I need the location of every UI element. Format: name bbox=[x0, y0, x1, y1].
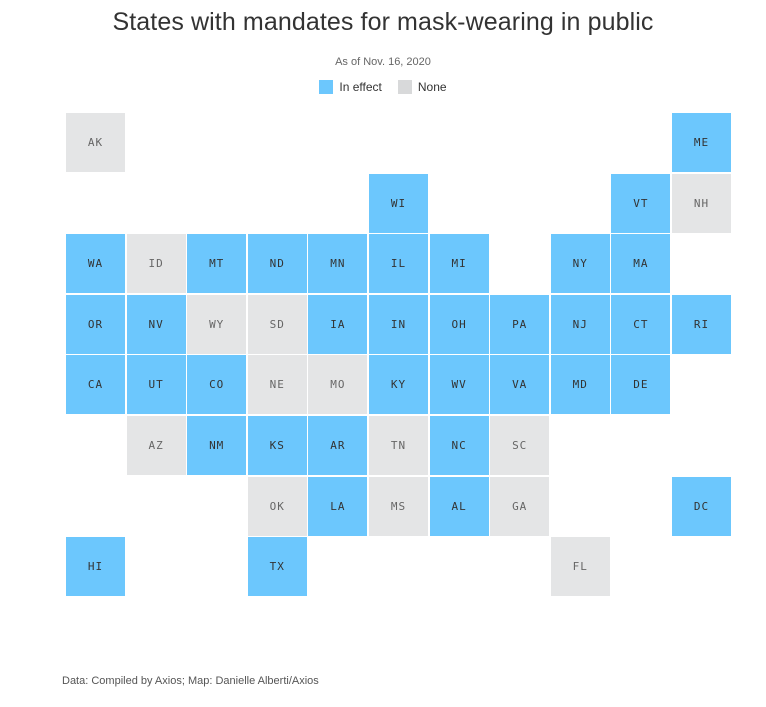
state-tile-az: AZ bbox=[126, 416, 186, 475]
legend-label-in-effect: In effect bbox=[339, 80, 382, 94]
state-tile-al: AL bbox=[429, 476, 489, 536]
state-tile-ga: GA bbox=[490, 476, 550, 536]
state-tile-me: ME bbox=[672, 113, 731, 172]
state-tile-ak: AK bbox=[66, 113, 125, 172]
state-tile-nh: NH bbox=[672, 173, 731, 233]
state-tile-or: OR bbox=[66, 294, 125, 354]
state-tile-tx: TX bbox=[247, 537, 307, 597]
state-tile-sc: SC bbox=[490, 416, 550, 475]
state-tile-mo: MO bbox=[308, 355, 368, 415]
map-title: States with mandates for mask-wearing in… bbox=[112, 8, 654, 36]
state-tile-dc: DC bbox=[672, 476, 731, 536]
state-tile-nd: ND bbox=[247, 234, 307, 294]
state-tile-grid: AK ME WI VT NH WA ID MT ND MN IL MI NY MA OR NV WY SD IA IN… bbox=[66, 113, 732, 597]
state-tile-nm: NM bbox=[187, 416, 247, 475]
state-tile-mt: MT bbox=[187, 234, 247, 294]
state-tile-wy: WY bbox=[187, 294, 247, 354]
state-tile-ms: MS bbox=[369, 476, 428, 536]
state-tile-ky: KY bbox=[369, 355, 428, 415]
legend-item-in-effect: In effect bbox=[319, 80, 382, 94]
state-tile-nj: NJ bbox=[550, 294, 610, 354]
state-tile-nv: NV bbox=[126, 294, 186, 354]
state-tile-ca: CA bbox=[66, 355, 125, 415]
state-tile-ok: OK bbox=[247, 476, 307, 536]
state-tile-id: ID bbox=[126, 234, 186, 294]
state-tile-la: LA bbox=[308, 476, 368, 536]
legend-swatch-none bbox=[397, 80, 412, 94]
state-tile-va: VA bbox=[490, 355, 550, 415]
state-tile-co: CO bbox=[187, 355, 247, 415]
state-tile-ny: NY bbox=[550, 234, 610, 294]
state-tile-wv: WV bbox=[429, 355, 489, 415]
state-tile-wa: WA bbox=[66, 234, 125, 294]
legend-item-none: None bbox=[397, 80, 447, 94]
state-tile-vt: VT bbox=[611, 173, 671, 233]
state-tile-ct: CT bbox=[611, 294, 671, 354]
map-subtitle: As of Nov. 16, 2020 bbox=[335, 56, 431, 68]
state-tile-mn: MN bbox=[308, 234, 368, 294]
legend: In effect None bbox=[0, 80, 766, 94]
state-tile-mi: MI bbox=[429, 234, 489, 294]
state-tile-ar: AR bbox=[308, 416, 368, 475]
state-tile-tn: TN bbox=[369, 416, 428, 475]
state-tile-pa: PA bbox=[490, 294, 550, 354]
state-tile-md: MD bbox=[550, 355, 610, 415]
state-tile-ma: MA bbox=[611, 234, 671, 294]
state-tile-ks: KS bbox=[247, 416, 307, 475]
state-tile-fl: FL bbox=[550, 537, 610, 597]
state-tile-ne: NE bbox=[247, 355, 307, 415]
source-note: Data: Compiled by Axios; Map: Danielle A… bbox=[62, 675, 319, 687]
state-tile-oh: OH bbox=[429, 294, 489, 354]
state-tile-in: IN bbox=[369, 294, 428, 354]
legend-label-none: None bbox=[417, 80, 447, 94]
legend-swatch-in-effect bbox=[319, 80, 334, 94]
state-tile-de: DE bbox=[611, 355, 671, 415]
state-tile-nc: NC bbox=[429, 416, 489, 475]
state-tile-ri: RI bbox=[672, 294, 731, 354]
state-tile-ut: UT bbox=[126, 355, 186, 415]
state-tile-hi: HI bbox=[66, 537, 125, 597]
state-tile-wi: WI bbox=[369, 173, 428, 233]
state-tile-ia: IA bbox=[308, 294, 368, 354]
state-tile-sd: SD bbox=[247, 294, 307, 354]
state-tile-il: IL bbox=[369, 234, 428, 294]
